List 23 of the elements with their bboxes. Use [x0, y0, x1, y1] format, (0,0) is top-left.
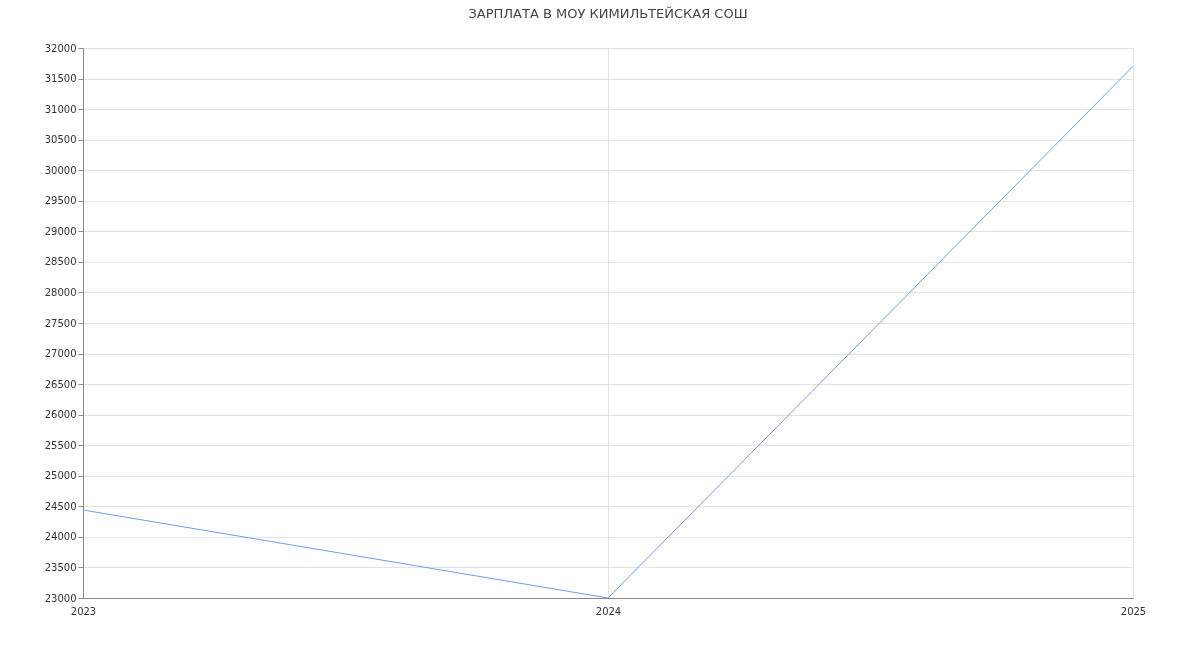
y-tick-label: 24000: [44, 531, 77, 543]
y-tick-label: 27000: [44, 348, 77, 360]
y-tick-label: 24500: [44, 500, 77, 512]
y-tick-label: 25000: [44, 470, 77, 482]
y-tick-label: 29500: [44, 195, 77, 207]
y-tick-label: 25500: [44, 439, 77, 451]
y-tick-label: 23500: [44, 561, 77, 573]
y-tick-label: 29000: [44, 225, 77, 237]
x-tick-label: 2025: [1120, 605, 1147, 617]
y-tick-label: 32000: [44, 42, 77, 54]
y-tick-label: 27500: [44, 317, 77, 329]
x-tick-label: 2024: [595, 605, 622, 617]
y-tick-label: 31500: [44, 73, 77, 85]
x-tick-label: 2023: [70, 605, 97, 617]
y-tick-label: 26000: [44, 409, 77, 421]
y-tick-label: 31000: [44, 103, 77, 115]
y-tick-label: 30500: [44, 134, 77, 146]
y-tick-label: 23000: [44, 592, 77, 604]
y-tick-label: 28000: [44, 286, 77, 298]
y-tick-label: 28500: [44, 256, 77, 268]
chart-title: ЗАРПЛАТА В МОУ КИМИЛЬТЕЙСКАЯ СОШ: [468, 6, 748, 21]
y-tick-label: 26500: [44, 378, 77, 390]
y-tick-label: 30000: [44, 164, 77, 176]
